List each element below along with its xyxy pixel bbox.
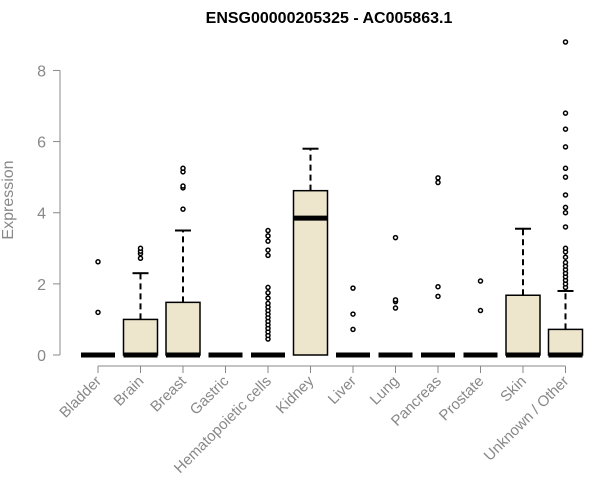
outlier-point <box>562 192 569 198</box>
outlier-point <box>350 285 356 291</box>
outlier-point <box>562 39 569 45</box>
box-group <box>292 147 329 356</box>
outlier-point <box>562 209 569 216</box>
outlier-point <box>562 110 569 116</box>
chart-title: ENSG00000205325 - AC005863.1 <box>206 10 453 27</box>
x-tick-label: Prostate <box>436 373 488 425</box>
box-body <box>505 294 541 356</box>
outlier-point <box>392 297 399 303</box>
y-tick-label: 4 <box>37 206 46 223</box>
x-tick-label: Brain <box>111 373 148 410</box>
box-group <box>505 227 541 358</box>
x-tick-label: Skin <box>497 373 530 406</box>
outlier-point <box>180 183 186 189</box>
y-tick-label: 0 <box>37 348 46 365</box>
outlier-point <box>95 259 101 265</box>
box-body <box>122 318 159 356</box>
outlier-point <box>562 144 569 150</box>
outlier-point <box>392 234 399 241</box>
box-body <box>547 328 584 356</box>
outlier-point <box>562 254 569 260</box>
y-tick-label: 2 <box>37 277 46 294</box>
outlier-point <box>137 245 144 252</box>
box-group <box>165 165 201 358</box>
box-group <box>547 39 584 358</box>
outlier-point <box>265 290 271 296</box>
outlier-point <box>137 255 144 262</box>
y-axis-label: Expression <box>0 160 17 239</box>
outlier-point <box>477 278 484 284</box>
outlier-point <box>435 175 441 181</box>
box-group <box>251 227 285 358</box>
box-group <box>122 245 159 358</box>
outlier-point <box>180 165 186 172</box>
box-body <box>292 189 329 356</box>
outlier-point <box>265 227 271 234</box>
outlier-point <box>265 300 271 307</box>
outlier-point <box>392 305 399 311</box>
x-tick-label: Bladder <box>56 373 105 422</box>
x-tick-label: Lung <box>367 373 403 409</box>
outlier-point <box>562 204 569 211</box>
x-tick-label: Breast <box>147 372 190 415</box>
outlier-point <box>435 179 441 186</box>
outlier-point <box>350 311 356 317</box>
box-group <box>81 259 115 358</box>
box-group <box>421 175 455 358</box>
outlier-point <box>265 284 271 291</box>
outlier-point <box>562 126 569 132</box>
x-tick-label: Liver <box>325 373 360 408</box>
outlier-point <box>435 283 441 290</box>
outlier-point <box>562 224 569 230</box>
boxes-group <box>81 39 584 358</box>
box-group <box>463 278 498 358</box>
outlier-point <box>180 206 186 212</box>
outlier-point <box>265 247 271 253</box>
outlier-point <box>95 309 101 316</box>
outlier-point <box>562 245 569 252</box>
outlier-point <box>265 295 271 301</box>
box-group <box>378 234 413 358</box>
outlier-point <box>265 233 271 239</box>
outlier-point <box>265 238 271 244</box>
box-group <box>336 285 370 358</box>
x-tick-label: Kidney <box>273 372 318 417</box>
y-axis: 0 2 4 6 8 <box>37 63 61 365</box>
outlier-point <box>435 293 441 300</box>
outlier-point <box>265 252 271 259</box>
outlier-point <box>562 259 569 266</box>
outlier-point <box>477 307 484 314</box>
outlier-point <box>562 174 569 180</box>
y-tick-label: 6 <box>37 135 46 152</box>
y-tick-label: 8 <box>37 63 46 80</box>
outlier-point <box>350 326 356 333</box>
outlier-point <box>562 165 569 172</box>
box-body <box>165 301 201 356</box>
